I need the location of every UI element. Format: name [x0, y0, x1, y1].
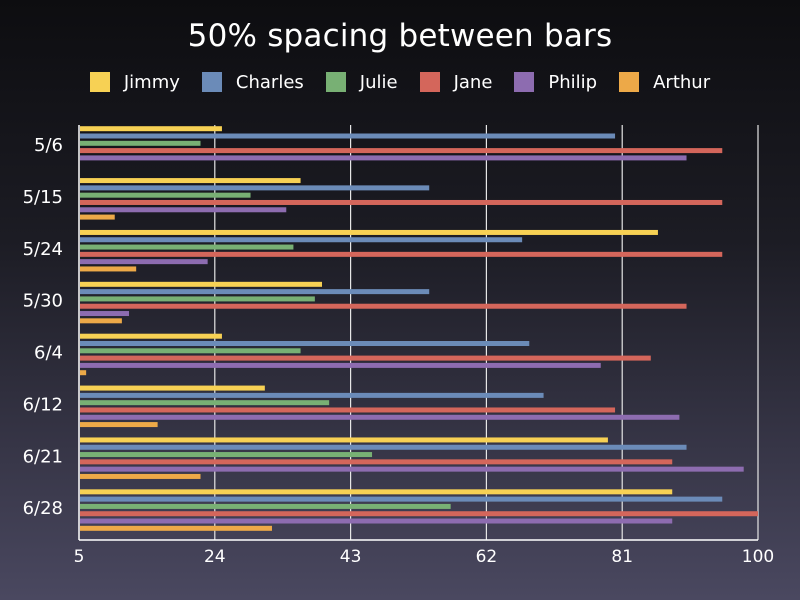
bar-charles-6-12: [80, 392, 544, 398]
bar-philip-5-6: [80, 155, 687, 161]
bar-jimmy-5-24: [80, 229, 658, 235]
bar-philip-6-28: [80, 518, 673, 524]
bar-arthur-6-4: [80, 370, 87, 376]
bar-charles-5-24: [80, 237, 523, 243]
legend-item-jimmy: Jimmy: [89, 68, 180, 96]
bar-julie-5-15: [80, 192, 251, 198]
bar-charles-5-30: [80, 289, 430, 295]
legend-label: Julie: [359, 71, 398, 93]
bar-charles-6-28: [80, 496, 723, 502]
bar-julie-6-12: [80, 400, 330, 406]
legend-label: Charles: [235, 71, 304, 93]
legend-swatch: [619, 72, 640, 92]
bar-philip-6-12: [80, 414, 680, 420]
legend-label: Philip: [548, 71, 598, 93]
legend-swatch: [419, 72, 440, 92]
legend-swatch: [89, 72, 110, 92]
bar-julie-5-24: [80, 244, 294, 250]
x-tick-label: 5: [74, 547, 85, 567]
bar-arthur-5-15: [80, 214, 115, 220]
bar-charles-6-21: [80, 444, 687, 450]
legend-item-arthur: Arthur: [619, 68, 710, 96]
bar-philip-6-21: [80, 466, 744, 472]
y-tick-label: 6/12: [23, 394, 63, 415]
legend-label: Jane: [453, 71, 493, 93]
bar-philip-6-4: [80, 362, 601, 368]
bar-julie-6-21: [80, 452, 373, 458]
bar-jimmy-6-21: [80, 437, 608, 443]
bar-arthur-6-12: [80, 422, 158, 428]
x-tick-label: 100: [742, 547, 774, 567]
bar-jane-6-28: [80, 511, 758, 517]
x-tick-label: 43: [340, 547, 362, 567]
bar-jimmy-6-28: [80, 489, 673, 495]
legend-item-julie: Julie: [325, 68, 398, 96]
x-tick-label: 24: [204, 547, 226, 567]
bar-julie-6-4: [80, 348, 301, 354]
bar-julie-5-30: [80, 296, 315, 302]
y-tick-label: 5/15: [23, 187, 63, 208]
bar-julie-5-6: [80, 140, 201, 146]
legend-swatch: [201, 72, 222, 92]
bar-philip-5-30: [80, 311, 130, 317]
bar-julie-6-28: [80, 503, 451, 509]
y-tick-label: 6/28: [23, 498, 63, 519]
legend: Jimmy Charles Julie Jane Philip Arthur: [0, 68, 800, 96]
x-tick-label: 81: [611, 547, 633, 567]
bar-jane-6-12: [80, 407, 616, 413]
bar-jimmy-5-6: [80, 126, 222, 132]
bar-jane-5-24: [80, 251, 723, 257]
legend-item-charles: Charles: [201, 68, 304, 96]
bar-arthur-5-24: [80, 266, 137, 272]
bar-jane-5-15: [80, 199, 723, 205]
y-tick-label: 5/6: [34, 135, 63, 156]
legend-item-jane: Jane: [419, 68, 493, 96]
bar-philip-5-24: [80, 259, 208, 265]
bar-philip-5-15: [80, 207, 287, 213]
legend-label: Arthur: [653, 71, 711, 93]
bar-jane-6-21: [80, 459, 673, 465]
legend-label: Jimmy: [123, 71, 180, 93]
y-tick-label: 5/30: [23, 291, 63, 312]
bar-jane-6-4: [80, 355, 651, 361]
bar-jimmy-5-15: [80, 178, 301, 184]
legend-swatch: [325, 72, 346, 92]
bar-jimmy-5-30: [80, 281, 323, 287]
bar-charles-5-15: [80, 185, 430, 191]
y-tick-label: 6/4: [34, 343, 63, 364]
bar-jimmy-6-12: [80, 385, 265, 391]
bar-jimmy-6-4: [80, 333, 222, 339]
bar-jane-5-30: [80, 303, 687, 309]
x-tick-label: 62: [476, 547, 498, 567]
bar-arthur-6-28: [80, 525, 272, 531]
bar-arthur-5-30: [80, 318, 122, 324]
legend-swatch: [514, 72, 535, 92]
legend-item-philip: Philip: [514, 68, 597, 96]
y-tick-label: 6/21: [23, 446, 63, 467]
bar-arthur-6-21: [80, 473, 201, 479]
chart-title: 50% spacing between bars: [187, 18, 613, 54]
bar-charles-6-4: [80, 341, 530, 346]
y-tick-label: 5/24: [23, 239, 63, 260]
bar-charles-5-6: [80, 133, 616, 139]
bar-jane-5-6: [80, 148, 723, 154]
